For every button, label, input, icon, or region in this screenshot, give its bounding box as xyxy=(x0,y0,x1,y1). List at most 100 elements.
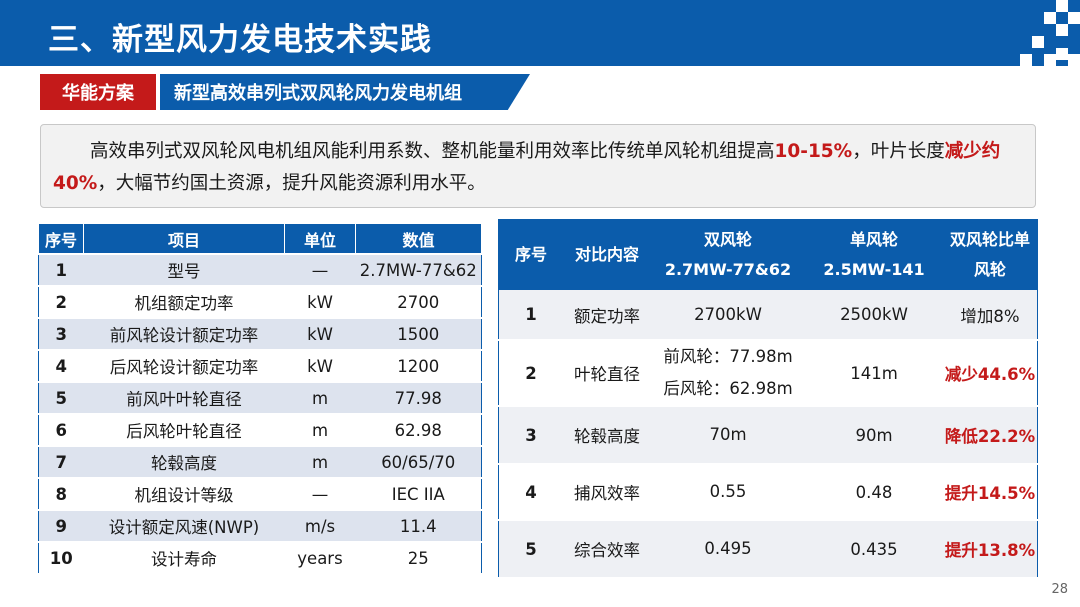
cell-ratio: 增加8% xyxy=(943,290,1038,341)
table-row: 9 设计额定风速(NWP) m/s 11.4 xyxy=(38,509,482,543)
cell-value: 25 xyxy=(355,541,482,575)
cell-item: 设计额定风速(NWP) xyxy=(83,509,285,543)
header-bar: 三、新型风力发电技术实践 xyxy=(0,0,1080,66)
cell-item: 综合效率 xyxy=(563,520,651,579)
cell-no: 2 xyxy=(38,285,84,319)
comparison-table: 序号 对比内容 双风轮 2.7MW-77&62 单风轮 2.5MW-141 双风… xyxy=(498,219,1038,579)
cell-value: 2700 xyxy=(355,285,482,319)
cell-ratio: 提升14.5% xyxy=(943,464,1038,521)
compare-header-single-line1: 单风轮 xyxy=(849,230,898,249)
cell-item: 机组额定功率 xyxy=(83,285,285,319)
cell-dual-line: 后风轮：62.98m xyxy=(663,379,793,398)
table-row: 3 轮毂高度 70m 90m 降低22.2% xyxy=(498,406,1038,465)
summary-highlight-2: 减少约40% xyxy=(53,141,1001,194)
cell-dual-line: 0.55 xyxy=(709,482,747,501)
params-header-unit: 单位 xyxy=(284,223,356,255)
cell-single: 2500kW xyxy=(805,290,943,341)
table-row: 1 额定功率 2700kW 2500kW 增加8% xyxy=(498,290,1038,341)
cell-dual: 70m xyxy=(651,406,805,465)
cell-dual: 0.495 xyxy=(651,520,805,579)
cell-item: 轮毂高度 xyxy=(83,445,285,479)
cell-value: 1200 xyxy=(355,349,482,383)
cell-no: 1 xyxy=(38,253,84,287)
summary-text-3: ，大幅节约国土资源，提升风能资源利用水平。 xyxy=(97,173,486,194)
compare-header-ratio-line2: 风轮 xyxy=(973,260,1006,279)
cell-unit: kW xyxy=(284,317,356,351)
cell-no: 10 xyxy=(38,541,84,575)
cell-item: 前风叶叶轮直径 xyxy=(83,381,285,415)
compare-header-dual-line2: 2.7MW-77&62 xyxy=(664,260,792,279)
cell-item: 叶轮直径 xyxy=(563,340,651,407)
cell-item: 型号 xyxy=(83,253,285,287)
cell-ratio: 降低22.2% xyxy=(943,406,1038,465)
cell-no: 3 xyxy=(38,317,84,351)
cell-item: 设计寿命 xyxy=(83,541,285,575)
cell-item: 前风轮设计额定功率 xyxy=(83,317,285,351)
cell-no: 7 xyxy=(38,445,84,479)
cell-dual: 前风轮：77.98m 后风轮：62.98m xyxy=(651,340,805,407)
cell-no: 5 xyxy=(498,520,563,579)
page-title: 三、新型风力发电技术实践 xyxy=(48,22,432,58)
cell-unit: kW xyxy=(284,349,356,383)
cell-dual-line: 前风轮：77.98m xyxy=(663,347,793,366)
cell-item: 额定功率 xyxy=(563,290,651,341)
cell-unit: — xyxy=(284,253,356,287)
cell-unit: m xyxy=(284,413,356,447)
summary-highlight-1: 10-15% xyxy=(774,141,853,162)
cell-no: 5 xyxy=(38,381,84,415)
cell-item: 捕风效率 xyxy=(563,464,651,521)
table-row: 2 机组额定功率 kW 2700 xyxy=(38,285,482,319)
cell-ratio: 提升13.8% xyxy=(943,520,1038,579)
section-tag: 华能方案 xyxy=(40,74,156,110)
cell-value: 2.7MW-77&62 xyxy=(355,253,482,287)
params-header-row: 序号 项目 单位 数值 xyxy=(38,223,482,255)
table-row: 3 前风轮设计额定功率 kW 1500 xyxy=(38,317,482,351)
compare-header-single: 单风轮 2.5MW-141 xyxy=(805,219,943,290)
table-row: 4 后风轮设计额定功率 kW 1200 xyxy=(38,349,482,383)
params-header-value: 数值 xyxy=(355,223,482,255)
compare-header-single-line2: 2.5MW-141 xyxy=(823,260,925,279)
summary-text-2: ，叶片长度 xyxy=(852,141,945,162)
cell-dual-line: 2700kW xyxy=(694,304,762,324)
cell-dual: 0.55 xyxy=(651,464,805,521)
cell-item: 后风轮叶轮直径 xyxy=(83,413,285,447)
table-row: 7 轮毂高度 m 60/65/70 xyxy=(38,445,482,479)
cell-single: 141m xyxy=(805,340,943,407)
parameters-table: 序号 项目 单位 数值 1 型号 —2.7MW-77&62 2 机组额定功率 kW 2700… xyxy=(38,223,482,575)
table-row: 4 捕风效率 0.55 0.48 提升14.5% xyxy=(498,464,1038,521)
cell-value: 60/65/70 xyxy=(355,445,482,479)
compare-header-dual: 双风轮 2.7MW-77&62 xyxy=(651,219,805,290)
table-row: 5 综合效率 0.495 0.435 提升13.8% xyxy=(498,520,1038,579)
cell-no: 9 xyxy=(38,509,84,543)
table-row: 6 后风轮叶轮直径 m 62.98 xyxy=(38,413,482,447)
pixel-decoration xyxy=(1020,0,1080,66)
cell-unit: m xyxy=(284,445,356,479)
summary-box: 高效串列式双风轮风电机组风能利用系数、整机能量利用效率比传统单风轮机组提高10-… xyxy=(40,124,1036,208)
compare-header-row: 序号 对比内容 双风轮 2.7MW-77&62 单风轮 2.5MW-141 双风… xyxy=(498,219,1038,290)
summary-text-1: 高效串列式双风轮风电机组风能利用系数、整机能量利用效率比传统单风轮机组提高 xyxy=(90,141,775,162)
cell-item: 机组设计等级 xyxy=(83,477,285,511)
cell-item: 后风轮设计额定功率 xyxy=(83,349,285,383)
cell-single: 0.435 xyxy=(805,520,943,579)
cell-value: IEC IIA xyxy=(355,477,482,511)
cell-value: 62.98 xyxy=(355,413,482,447)
compare-header-ratio: 双风轮比单 风轮 xyxy=(943,219,1038,290)
cell-value: 77.98 xyxy=(355,381,482,415)
compare-header-dual-line1: 双风轮 xyxy=(703,230,752,249)
cell-unit: m/s xyxy=(284,509,356,543)
cell-dual-line: 0.495 xyxy=(704,539,752,558)
table-row: 10 设计寿命 years 25 xyxy=(38,541,482,575)
cell-unit: m xyxy=(284,381,356,415)
cell-ratio: 减少44.6% xyxy=(943,340,1038,407)
table-row: 2 叶轮直径 前风轮：77.98m 后风轮：62.98m 141m 减少44.6% xyxy=(498,340,1038,407)
section-subtitle: 新型高效串列式双风轮风力发电机组 xyxy=(160,74,530,110)
cell-value: 11.4 xyxy=(355,509,482,543)
cell-dual: 2700kW xyxy=(651,290,805,341)
cell-no: 2 xyxy=(498,340,563,407)
table-row: 8 机组设计等级 — IEC IIA xyxy=(38,477,482,511)
params-header-item: 项目 xyxy=(83,223,285,255)
cell-no: 4 xyxy=(498,464,563,521)
cell-no: 4 xyxy=(38,349,84,383)
compare-header-ratio-line1: 双风轮比单 xyxy=(949,230,1030,249)
cell-no: 1 xyxy=(498,290,563,341)
